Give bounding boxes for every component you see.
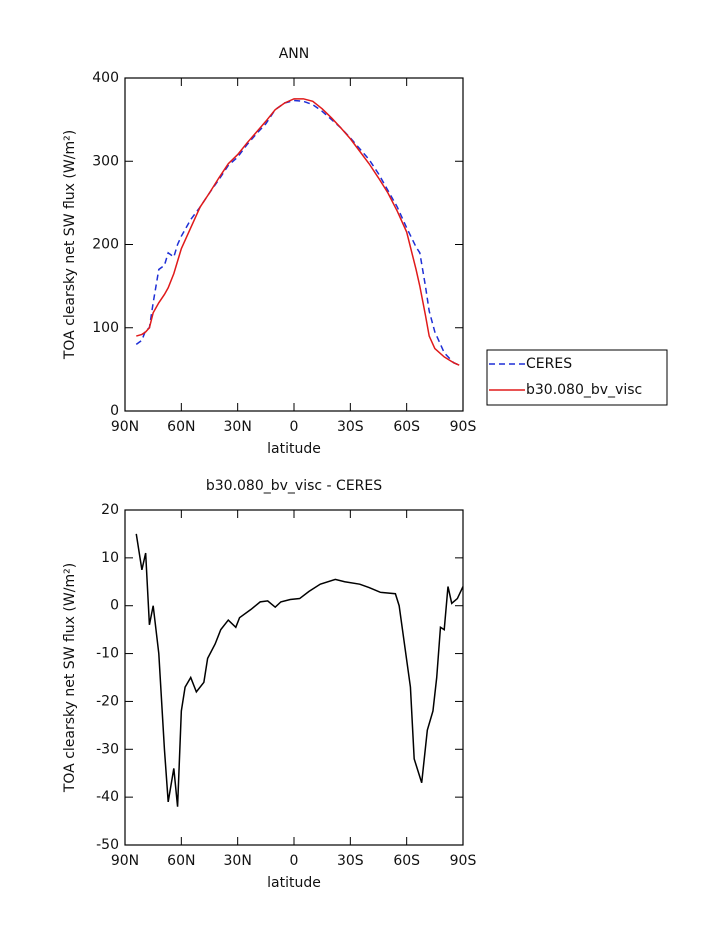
y-tick-label: -10	[96, 646, 119, 662]
y-tick-label: 100	[92, 320, 119, 336]
y-tick-label: -50	[96, 837, 119, 853]
y-axis-label: TOA clearsky net SW flux (W/m²)	[62, 130, 78, 360]
chart-title: ANN	[279, 46, 310, 62]
legend-box	[486, 349, 668, 406]
y-tick-label: 10	[101, 550, 119, 566]
x-tick-label: 30S	[337, 419, 364, 435]
x-tick-label: 90S	[450, 853, 477, 869]
x-tick-label: 90N	[111, 853, 139, 869]
x-tick-label: 30N	[224, 853, 252, 869]
x-tick-label: 0	[290, 853, 299, 869]
y-tick-label: -20	[96, 693, 119, 709]
plot-frame	[124, 77, 464, 412]
x-tick-label: 0	[290, 419, 299, 435]
x-tick-label: 60N	[167, 419, 195, 435]
x-tick-label: 30S	[337, 853, 364, 869]
y-tick-label: 400	[92, 70, 119, 86]
y-tick-label: 300	[92, 153, 119, 169]
y-tick-label: 20	[101, 502, 119, 518]
y-tick-label: 200	[92, 237, 119, 253]
x-axis-label: latitude	[267, 875, 321, 891]
x-tick-label: 30N	[224, 419, 252, 435]
x-axis-label: latitude	[267, 441, 321, 457]
x-tick-label: 90S	[450, 419, 477, 435]
y-tick-label: 0	[110, 403, 119, 419]
data-line	[136, 98, 460, 366]
chart-title: b30.080_bv_visc - CERES	[206, 478, 382, 494]
x-tick-label: 60S	[393, 419, 420, 435]
data-line	[135, 533, 464, 807]
legend-label: CERES	[526, 356, 572, 372]
y-tick-label: 0	[110, 598, 119, 614]
y-tick-label: -30	[96, 741, 119, 757]
x-tick-label: 90N	[111, 419, 139, 435]
legend-label: b30.080_bv_visc	[526, 382, 642, 398]
x-tick-label: 60S	[393, 853, 420, 869]
y-tick-label: -40	[96, 789, 119, 805]
x-tick-label: 60N	[167, 853, 195, 869]
y-axis-label: TOA clearsky net SW flux (W/m²)	[62, 563, 78, 793]
data-line	[135, 99, 460, 366]
